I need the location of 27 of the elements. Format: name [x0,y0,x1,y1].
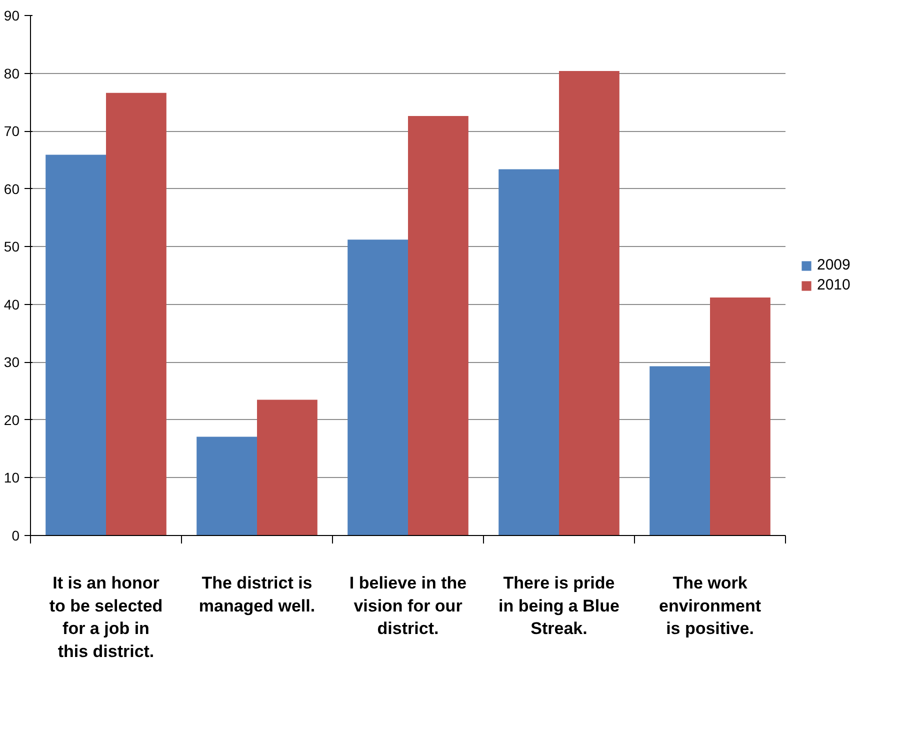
legend-label: 2010 [817,276,850,294]
y-tick-label: 90 [4,8,20,24]
x-tick-label: The work environment is positive. [658,574,762,638]
y-tick-label: 70 [4,123,20,140]
bar [498,169,559,536]
bar [257,400,318,536]
bar [106,92,166,536]
y-tick-label: 40 [4,296,20,312]
x-tick-label: It is an honor to be selected for a job in this district. [49,574,163,661]
bar [710,297,770,536]
y-tick-label: 0 [12,528,20,544]
legend-label: 2009 [817,256,850,274]
x-tick-label: There is pride in being a Blue Streak. [498,574,620,638]
bar [559,70,620,536]
y-tick-label: 10 [4,470,20,486]
x-tick-label: The district is managed well. [198,574,316,616]
x-tick-label: I believe in the vision for our district. [349,574,467,638]
y-tick-label: 20 [4,412,20,428]
bar [46,154,106,536]
bar [650,366,710,536]
y-tick-label: 50 [4,238,20,255]
y-tick-label: 80 [4,65,20,82]
bar [196,436,257,536]
bar [348,240,408,536]
y-tick-label: 60 [4,180,20,197]
y-tick-label: 30 [4,354,20,370]
bar [408,116,468,536]
